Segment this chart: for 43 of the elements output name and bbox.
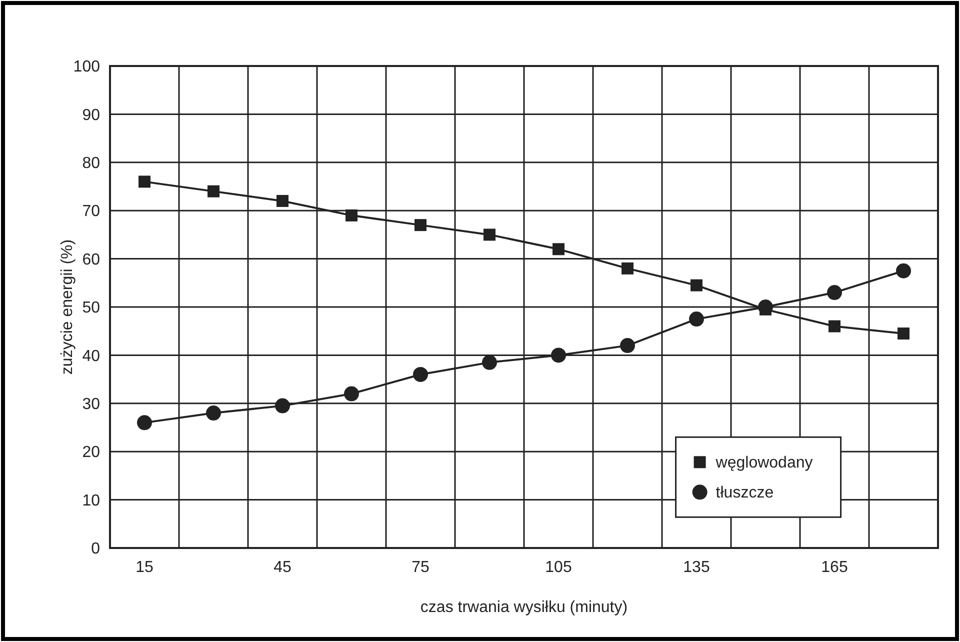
point [137,415,152,430]
x-tick-label: 45 [274,559,292,576]
x-tick-label: 105 [545,559,572,576]
y-tick-label: 60 [82,251,100,268]
point [484,228,496,241]
point [622,262,634,274]
point [896,263,911,278]
point [138,176,150,188]
point [551,348,566,363]
x-tick-label: 75 [412,559,430,576]
point [275,398,290,414]
point [552,243,564,256]
x-tick-label: 15 [136,559,154,576]
point [827,285,842,300]
legend-label: tłuszcze [716,484,774,502]
y-tick-label: 0 [91,540,100,558]
y-tick-label: 30 [82,396,100,413]
point [828,320,840,332]
point [344,386,359,402]
point [689,312,704,327]
point [208,185,220,198]
y-tick-label: 40 [82,348,100,365]
point [620,338,635,354]
y-axis-title: zużycie energii (%) [59,239,76,375]
point [898,328,910,340]
x-tick-label: 165 [821,559,848,576]
x-axis-title: czas trwania wysiłku (minuty) [420,599,628,616]
y-tick-label: 90 [82,106,100,124]
legend-label: węglowodany [714,454,813,472]
y-tick-label: 80 [82,155,100,172]
point [690,279,702,292]
point [206,406,221,421]
y-tick-label: 20 [82,444,100,462]
y-tick-label: 100 [73,58,100,76]
point [276,194,288,207]
point [413,366,428,382]
y-tick-label: 10 [82,492,100,510]
point [414,219,426,232]
y-tick-label: 50 [82,300,100,317]
point [482,354,497,370]
x-tick-label: 135 [683,559,710,576]
point [346,209,358,222]
y-tick-label: 70 [82,203,100,220]
